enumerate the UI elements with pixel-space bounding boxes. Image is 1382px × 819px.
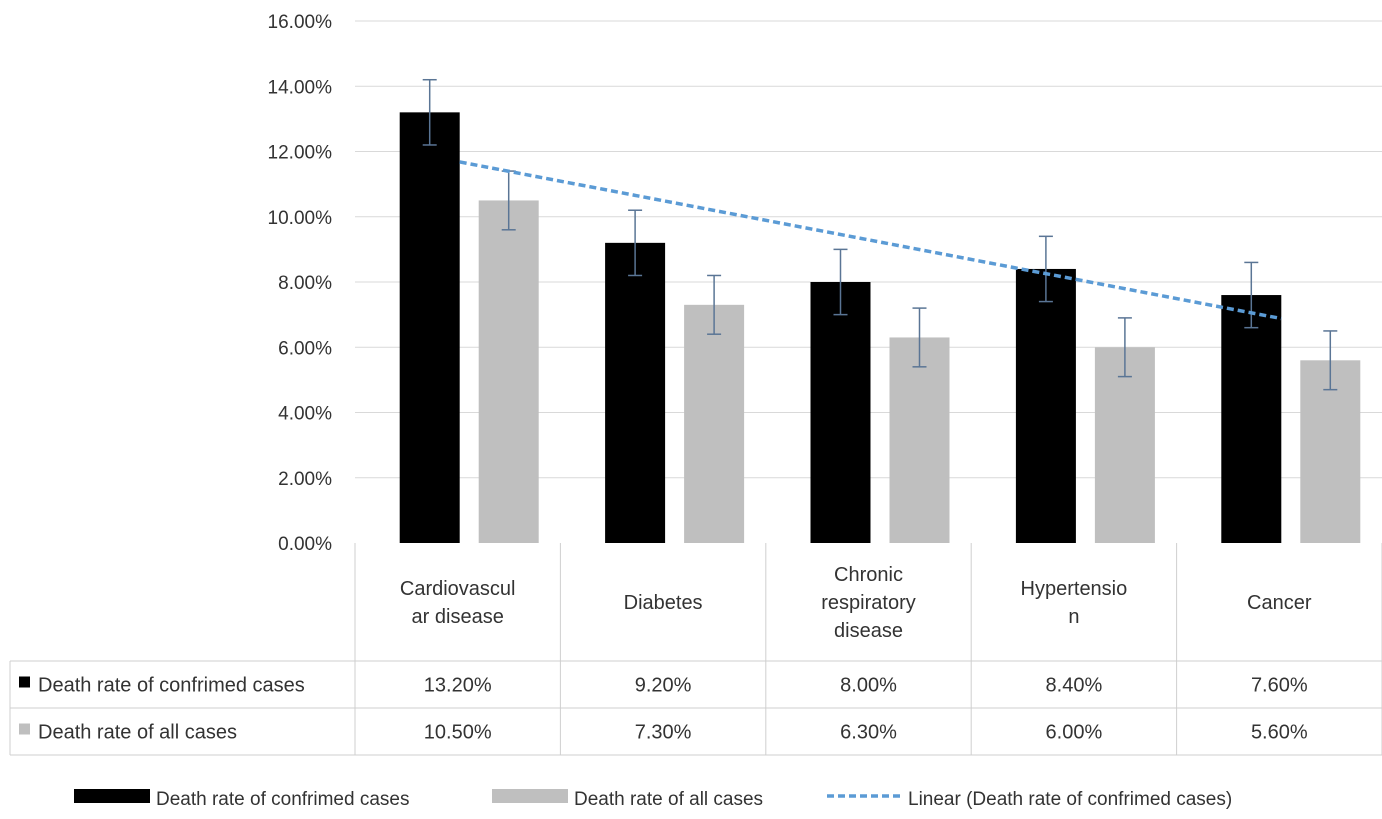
category-label: disease xyxy=(834,620,903,642)
table-cell-value: 7.30% xyxy=(635,722,692,744)
table-cell-value: 8.00% xyxy=(840,675,897,697)
table-cell-value: 6.00% xyxy=(1046,722,1103,744)
bar xyxy=(1015,268,1076,543)
data-table: Cardiovascul ar disease Diabetes Chronic res… xyxy=(9,543,1382,756)
trendline-line xyxy=(459,160,1282,321)
error-bars xyxy=(422,78,1338,391)
bars xyxy=(399,112,1361,543)
bar xyxy=(889,337,950,543)
category-label: Diabetes xyxy=(624,592,703,614)
bar xyxy=(605,242,666,543)
category-label: ar disease xyxy=(412,606,504,628)
y-tick-label: 10.00% xyxy=(268,208,333,229)
y-tick-label: 0.00% xyxy=(278,534,332,555)
category-label: Hypertensio xyxy=(1021,578,1128,600)
legend-label: Death rate of all cases xyxy=(574,789,763,810)
y-tick-label: 14.00% xyxy=(268,77,333,98)
category-label: Cancer xyxy=(1247,592,1312,614)
y-tick-label: 12.00% xyxy=(268,143,333,164)
legend-label: Linear (Death rate of confrimed cases) xyxy=(908,789,1232,810)
bar xyxy=(399,112,460,543)
bar xyxy=(684,304,745,543)
category-label: n xyxy=(1068,606,1079,628)
bar xyxy=(478,200,539,543)
y-axis: 0.00% 2.00% 4.00% 6.00% 8.00% 10.00% 12.00% 14.… xyxy=(268,12,333,555)
bar xyxy=(1094,347,1155,543)
y-tick-label: 4.00% xyxy=(278,404,332,425)
legend-label: Death rate of confrimed cases xyxy=(156,789,409,810)
row-legend-key xyxy=(19,676,30,688)
category-label: Chronic xyxy=(834,564,903,586)
row-legend-key xyxy=(19,723,30,735)
row-header-label: Death rate of all cases xyxy=(38,722,237,744)
bar xyxy=(1300,360,1361,543)
legend: Death rate of confrimed cases Death rate … xyxy=(74,789,1232,810)
y-tick-label: 8.00% xyxy=(278,273,332,294)
row-header-label: Death rate of confrimed cases xyxy=(38,675,305,697)
table-cell-value: 7.60% xyxy=(1251,675,1308,697)
category-label: Cardiovascul xyxy=(400,578,516,600)
table-cell-value: 13.20% xyxy=(424,675,492,697)
legend-swatch xyxy=(492,789,568,803)
table-cell-value: 9.20% xyxy=(635,675,692,697)
category-label: respiratory xyxy=(821,592,915,614)
bar xyxy=(810,282,871,543)
table-cell-value: 8.40% xyxy=(1046,675,1103,697)
trendline xyxy=(459,160,1282,321)
legend-swatch xyxy=(74,789,150,803)
y-tick-label: 2.00% xyxy=(278,469,332,490)
table-cell-value: 6.30% xyxy=(840,722,897,744)
bar xyxy=(1221,295,1282,543)
y-tick-label: 16.00% xyxy=(268,12,333,33)
table-cell-value: 10.50% xyxy=(424,722,492,744)
y-tick-label: 6.00% xyxy=(278,338,332,359)
table-cell-value: 5.60% xyxy=(1251,722,1308,744)
